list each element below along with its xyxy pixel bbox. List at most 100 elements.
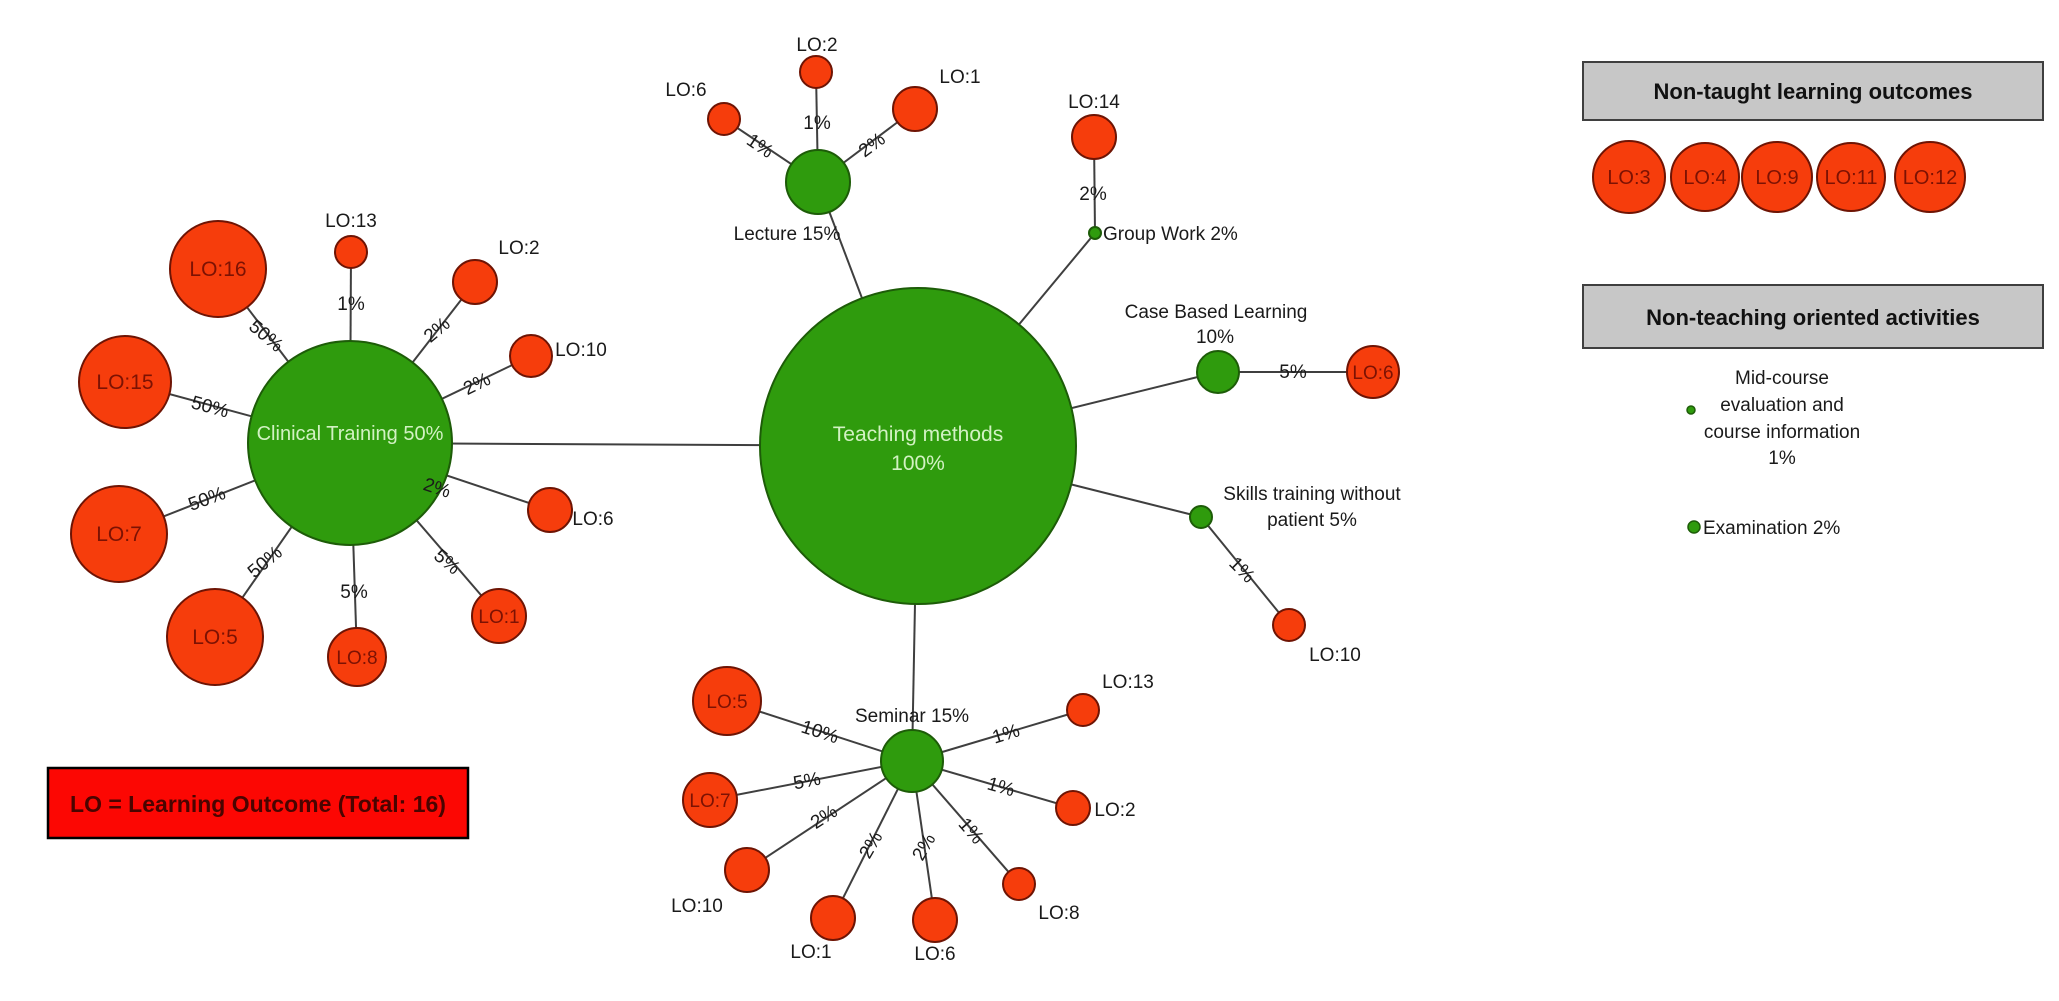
non-taught-lo9 [1741, 141, 1813, 213]
clinical-lo8-pct: 5% [340, 582, 368, 603]
midcourse-dot [1686, 405, 1696, 415]
teaching-methods-label-line1: Teaching methods [833, 423, 1003, 446]
clinical-lo1-pct: 5% [429, 546, 464, 580]
non-taught-title: Non-taught learning outcomes [1654, 79, 1973, 104]
sat-clinical-lo15 [78, 335, 172, 429]
skills-lo10-label: LO:10 [1309, 645, 1361, 666]
lecture-label: Lecture 15% [734, 224, 841, 245]
sat-clinical-lo1 [471, 588, 527, 644]
clinical-lo10-pct: 2% [460, 369, 494, 400]
edge-seminar-lo10 [746, 760, 913, 871]
midcourse-line1: Mid-course [1735, 368, 1829, 389]
sat-seminar-lo13 [1066, 693, 1100, 727]
lecture-lo6-label: LO:6 [665, 80, 706, 101]
sat-seminar-lo10 [724, 847, 770, 893]
non-taught-lo11-label: LO:11 [1825, 167, 1878, 189]
clinical-lo7-label: LO:7 [96, 523, 142, 546]
clinical-lo15-pct: 50% [189, 392, 231, 422]
sat-lecture-lo6 [707, 102, 741, 136]
clinical-lo1-label: LO:1 [478, 607, 519, 628]
sat-clinical-lo6 [527, 487, 573, 533]
sat-clinical-lo10 [509, 334, 553, 378]
sat-seminar-lo7 [682, 772, 738, 828]
node-teaching-methods [759, 287, 1077, 605]
non-taught-header [1582, 61, 2044, 121]
sat-seminar-lo6 [912, 897, 958, 943]
sat-clinical-lo5 [166, 588, 264, 686]
sat-groupwork-lo14 [1071, 114, 1117, 160]
non-taught-lo11 [1816, 142, 1886, 212]
seminar-lo10-label: LO:10 [671, 896, 723, 917]
clinical-training-label: Clinical Training 50% [257, 423, 444, 445]
sat-clinical-lo7 [70, 485, 168, 583]
midcourse-line4: 1% [1768, 448, 1796, 469]
casebased-lo6-label: LO:6 [1352, 363, 1393, 384]
seminar-lo5-pct: 10% [799, 717, 842, 749]
clinical-lo6-label: LO:6 [572, 509, 613, 530]
seminar-lo13-pct: 1% [990, 720, 1023, 748]
midcourse-line2: evaluation and [1720, 395, 1844, 416]
clinical-lo7-pct: 50% [186, 483, 229, 516]
lecture-lo1-label: LO:1 [939, 67, 980, 88]
non-taught-lo9-label: LO:9 [1755, 167, 1798, 189]
seminar-lo13-label: LO:13 [1102, 672, 1154, 693]
seminar-lo7-label: LO:7 [689, 791, 730, 812]
sat-seminar-lo5 [692, 666, 762, 736]
clinical-lo5-label: LO:5 [192, 626, 238, 649]
non-taught-lo3 [1592, 140, 1666, 214]
groupwork-label: Group Work 2% [1103, 224, 1238, 245]
sat-seminar-lo1 [810, 895, 856, 941]
clinical-lo13-label: LO:13 [325, 211, 377, 232]
non-taught-lo12 [1894, 141, 1966, 213]
seminar-label: Seminar 15% [855, 706, 969, 727]
sat-skills-lo10 [1272, 608, 1306, 642]
sat-clinical-lo16 [169, 220, 267, 318]
non-taught-lo12-label: LO:12 [1903, 167, 1957, 189]
edge-seminar-lo7 [709, 760, 913, 801]
sat-clinical-lo8 [327, 627, 387, 687]
lecture-lo2-pct: 1% [803, 113, 831, 134]
legend-non-taught: Non-taught learning outcomes LO:3 LO:4 L… [1582, 61, 2044, 214]
clinical-lo2-label: LO:2 [498, 238, 539, 259]
clinical-lo13-pct: 1% [337, 294, 365, 315]
clinical-lo2-pct: 2% [420, 313, 455, 347]
sat-seminar-lo2 [1055, 790, 1091, 826]
groupwork-lo14-label: LO:14 [1068, 92, 1120, 113]
examination-dot [1687, 520, 1701, 534]
lecture-lo1-pct: 2% [855, 129, 890, 162]
seminar-lo6-label: LO:6 [914, 944, 955, 965]
non-taught-lo4-label: LO:4 [1683, 167, 1726, 189]
sat-lecture-lo2 [799, 55, 833, 89]
clinical-lo15-label: LO:15 [96, 371, 153, 394]
non-teaching-header [1582, 284, 2044, 349]
casebased-lo6-pct: 5% [1279, 362, 1307, 383]
non-taught-lo4 [1670, 142, 1740, 212]
clinical-lo5-pct: 50% [244, 542, 287, 583]
teaching-methods-label-line2: 100% [891, 452, 945, 475]
sat-clinical-lo2 [452, 259, 498, 305]
node-group-work [1088, 226, 1102, 240]
non-taught-lo3-label: LO:3 [1607, 167, 1650, 189]
examination-label: Examination 2% [1703, 518, 1840, 539]
non-teaching-title: Non-teaching oriented activities [1646, 305, 1980, 330]
sat-lecture-lo1 [892, 86, 938, 132]
key-box-rect [46, 766, 470, 840]
seminar-lo8-label: LO:8 [1038, 903, 1079, 924]
node-seminar [880, 729, 944, 793]
midcourse-line3: course information [1704, 422, 1860, 443]
node-clinical-training [247, 340, 453, 546]
seminar-lo7-pct: 5% [792, 769, 823, 795]
seminar-lo6-pct: 2% [908, 830, 940, 864]
node-lecture [785, 149, 851, 215]
seminar-lo1-pct: 2% [855, 828, 887, 862]
casebased-label-line2: 10% [1196, 327, 1234, 348]
skills-label-line1: Skills training without [1223, 484, 1401, 505]
groupwork-lo14-pct: 2% [1079, 184, 1107, 205]
clinical-lo8-label: LO:8 [336, 648, 377, 669]
seminar-lo5-label: LO:5 [706, 692, 747, 713]
legend-non-teaching: Non-teaching oriented activities Mid-cou… [1582, 284, 2044, 539]
key-box: LO = Learning Outcome (Total: 16) [46, 766, 470, 840]
node-case-based-learning [1196, 350, 1240, 394]
